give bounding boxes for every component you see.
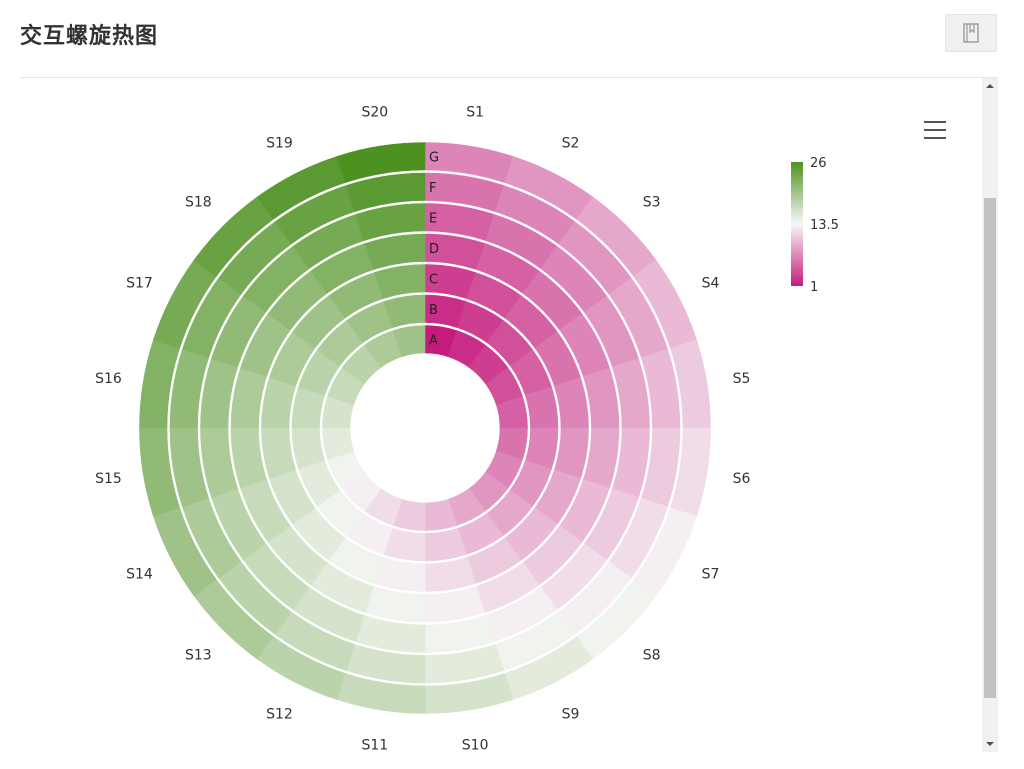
- sector-label-S3: S3: [643, 194, 661, 210]
- chart-area: A B C D E F G S1 S2 S3 S4 S5 S6 S7 S8 S9 S10 S11 S12 S13 S14…: [20, 78, 982, 760]
- vertical-scrollbar[interactable]: [982, 78, 998, 752]
- ring-label-B: B: [429, 303, 438, 318]
- scroll-thumb[interactable]: [984, 198, 996, 698]
- ring-label-G: G: [429, 150, 439, 165]
- heatmap-cell-S5-D[interactable]: [582, 367, 620, 429]
- heatmap-cell-S20-F[interactable]: [345, 172, 426, 213]
- heatmap-cell-S16-D[interactable]: [230, 367, 268, 429]
- heatmap-cell-S11-C[interactable]: [374, 556, 426, 592]
- heatmap-cell-S20-G[interactable]: [336, 142, 426, 184]
- heatmap-cell-S10-D[interactable]: [424, 585, 486, 623]
- heatmap-cell-S5-C[interactable]: [553, 377, 589, 429]
- sector-label-S12: S12: [266, 707, 293, 723]
- hamburger-menu-icon: [924, 121, 946, 123]
- sector-label-S17: S17: [126, 275, 153, 291]
- legend-color-bar: [791, 162, 803, 286]
- heatmap-cell-S20-B[interactable]: [383, 294, 426, 329]
- scroll-down-arrow-icon[interactable]: [982, 736, 998, 752]
- bookmark-button[interactable]: [945, 14, 997, 52]
- sector-label-S6: S6: [733, 471, 751, 487]
- ring-label-A: A: [429, 333, 438, 348]
- spiral-heatmap-chart: AB CD EF G S1 S2 S3 S4 S5 S6 S7 S8 S9 S10 S11 S12 S13 S14…: [95, 104, 839, 753]
- sector-label-S7: S7: [702, 567, 720, 583]
- sector-label-S18: S18: [185, 194, 212, 210]
- ring-label-E: E: [429, 211, 437, 226]
- legend-tick-label: 26: [810, 156, 827, 171]
- page-title: 交互螺旋热图: [20, 24, 159, 49]
- sector-label-S11: S11: [362, 738, 389, 754]
- sector-label-S20: S20: [362, 104, 389, 120]
- sector-label-S13: S13: [185, 648, 212, 664]
- heatmap-cell-S15-D[interactable]: [230, 427, 268, 489]
- sector-label-S9: S9: [562, 707, 580, 723]
- sector-label-S4: S4: [702, 275, 720, 291]
- heatmap-cell-S15-C[interactable]: [261, 427, 297, 479]
- sector-label-S16: S16: [95, 371, 122, 387]
- sector-labels: S1 S2 S3 S4 S5 S6 S7 S8 S9 S10 S11 S12 S13 S14 S15 S16 S…: [95, 104, 750, 753]
- color-legend: 26 13.5 1: [791, 156, 839, 295]
- heatmap-cell-S6-C[interactable]: [553, 427, 589, 479]
- legend-tick-label: 13.5: [810, 218, 839, 233]
- ring-label-C: C: [429, 272, 438, 287]
- sector-label-S10: S10: [462, 738, 489, 754]
- chart-menu-button[interactable]: [920, 116, 950, 144]
- heatmap-cell-S6-D[interactable]: [582, 427, 620, 489]
- sector-label-S5: S5: [733, 371, 751, 387]
- bookmark-icon: [963, 23, 979, 43]
- heatmap-cell-S11-D[interactable]: [364, 585, 426, 623]
- heatmap-cells: [139, 142, 711, 714]
- heatmap-cell-S20-A[interactable]: [392, 325, 426, 358]
- scroll-up-arrow-icon[interactable]: [982, 78, 998, 94]
- ring-label-F: F: [429, 181, 436, 196]
- sector-label-S14: S14: [126, 567, 153, 583]
- legend-tick-label: 1: [810, 280, 818, 295]
- heatmap-cell-S20-E[interactable]: [355, 203, 426, 242]
- sector-label-S1: S1: [466, 104, 484, 120]
- heatmap-cell-S16-C[interactable]: [261, 377, 297, 429]
- header-divider: [20, 77, 998, 78]
- heatmap-cell-S20-C[interactable]: [374, 264, 426, 300]
- sector-label-S19: S19: [266, 135, 293, 151]
- heatmap-cell-S10-C[interactable]: [424, 556, 476, 592]
- sector-label-S15: S15: [95, 471, 122, 487]
- sector-label-S8: S8: [643, 648, 661, 664]
- ring-labels: AB CD EF G: [429, 150, 439, 348]
- sector-label-S2: S2: [562, 135, 580, 151]
- heatmap-cell-S20-D[interactable]: [364, 233, 426, 271]
- ring-label-D: D: [429, 242, 439, 257]
